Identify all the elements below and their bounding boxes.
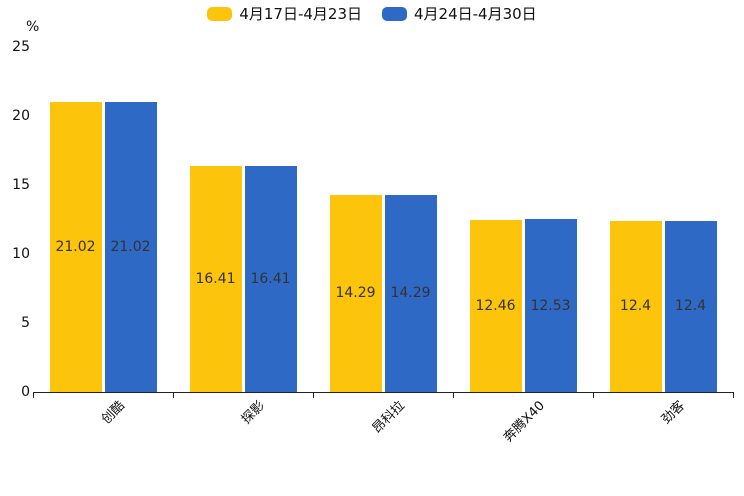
legend: 4月17日-4月23日 4月24日-4月30日: [0, 6, 744, 22]
bar-series1-cat2[interactable]: [189, 165, 242, 392]
bar-series1-cat4[interactable]: [469, 220, 522, 392]
bar-series1-cat5[interactable]: [609, 220, 662, 392]
x-axis-tick-mark-1: [173, 392, 174, 398]
x-axis-tick-mark-3: [453, 392, 454, 398]
legend-item-series1[interactable]: 4月17日-4月23日: [207, 6, 362, 22]
x-axis-tick-mark-5: [733, 392, 734, 398]
legend-label-series2: 4月24日-4月30日: [414, 5, 537, 23]
legend-swatch-series2-icon: [382, 7, 407, 21]
y-axis-tick-label-15: 15: [12, 177, 30, 193]
x-axis-tick-mark-4: [593, 392, 594, 398]
bar-series2-cat3[interactable]: [384, 194, 437, 392]
y-axis-tick-label-0: 0: [21, 384, 30, 400]
x-axis-category-label-4: 奔腾X40: [500, 398, 548, 446]
x-axis-tick-mark-2: [313, 392, 314, 398]
legend-label-series1: 4月17日-4月23日: [239, 5, 362, 23]
x-axis-category-label-5: 劲客: [658, 398, 688, 428]
legend-item-series2[interactable]: 4月24日-4月30日: [382, 6, 537, 22]
x-axis-category-label-3: 昂科拉: [369, 398, 408, 437]
bar-series1-cat1[interactable]: [49, 101, 102, 392]
x-axis-tick-mark-0: [33, 392, 34, 398]
bar-series2-cat1[interactable]: [104, 101, 157, 392]
y-axis-tick-label-5: 5: [21, 315, 30, 331]
y-axis-tick-label-10: 10: [12, 246, 30, 262]
y-axis-unit-label: %: [26, 19, 40, 35]
x-axis-category-label-2: 探影: [238, 398, 268, 428]
bar-series1-cat3[interactable]: [329, 194, 382, 392]
bar-series2-cat2[interactable]: [244, 165, 297, 392]
y-axis-tick-label-20: 20: [12, 108, 30, 124]
legend-swatch-series1-icon: [207, 7, 233, 21]
bar-series2-cat4[interactable]: [524, 219, 577, 392]
x-axis-category-label-1: 创酷: [98, 398, 128, 428]
x-axis-line: [33, 392, 733, 393]
y-axis-tick-label-25: 25: [12, 39, 30, 55]
bar-series2-cat5[interactable]: [664, 220, 717, 392]
